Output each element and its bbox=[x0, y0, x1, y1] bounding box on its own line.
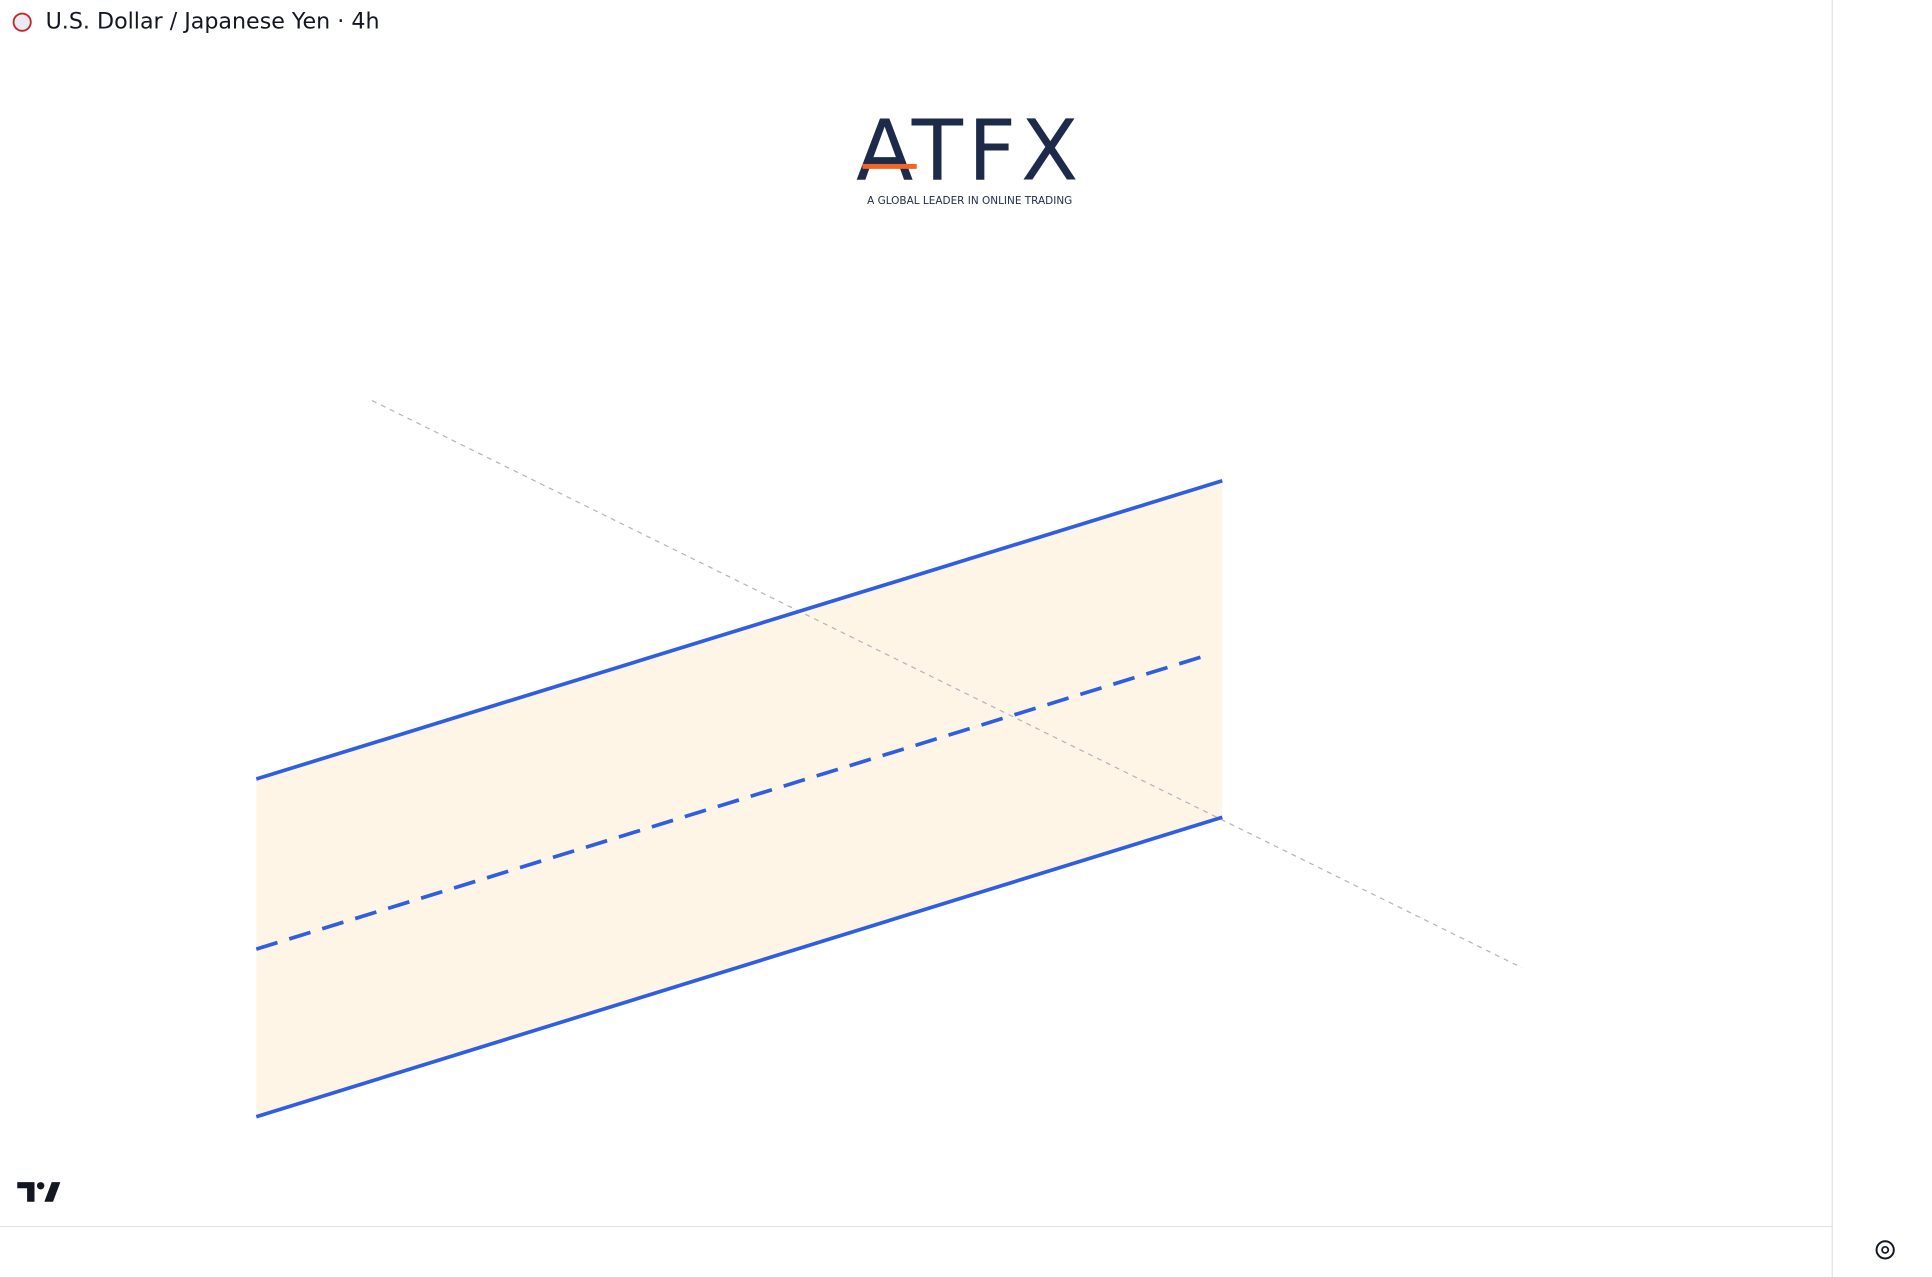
logo-tagline: A GLOBAL LEADER IN ONLINE TRADING bbox=[867, 195, 1072, 207]
channel bbox=[255, 478, 1223, 1119]
flag-icon bbox=[12, 12, 32, 32]
tv-logo-mark bbox=[17, 1182, 61, 1202]
channel-upper bbox=[255, 478, 1223, 781]
logo-text: ATFX bbox=[856, 101, 1083, 199]
channel-mid bbox=[255, 655, 1202, 951]
trend-line bbox=[371, 400, 1522, 969]
tv-logo bbox=[17, 1182, 61, 1202]
settings-icon[interactable] bbox=[1875, 1240, 1895, 1260]
tv-logo-dot bbox=[36, 1182, 45, 1190]
channel-fill bbox=[256, 480, 1223, 1117]
chart-title: U.S. Dollar / Japanese Yen · 4h bbox=[46, 9, 380, 35]
settings-icon-center[interactable] bbox=[1881, 1245, 1890, 1254]
logo: ATFX A GLOBAL LEADER IN ONLINE TRADING bbox=[856, 101, 1083, 207]
channel-lower bbox=[255, 815, 1223, 1119]
logo-accent bbox=[862, 163, 917, 169]
